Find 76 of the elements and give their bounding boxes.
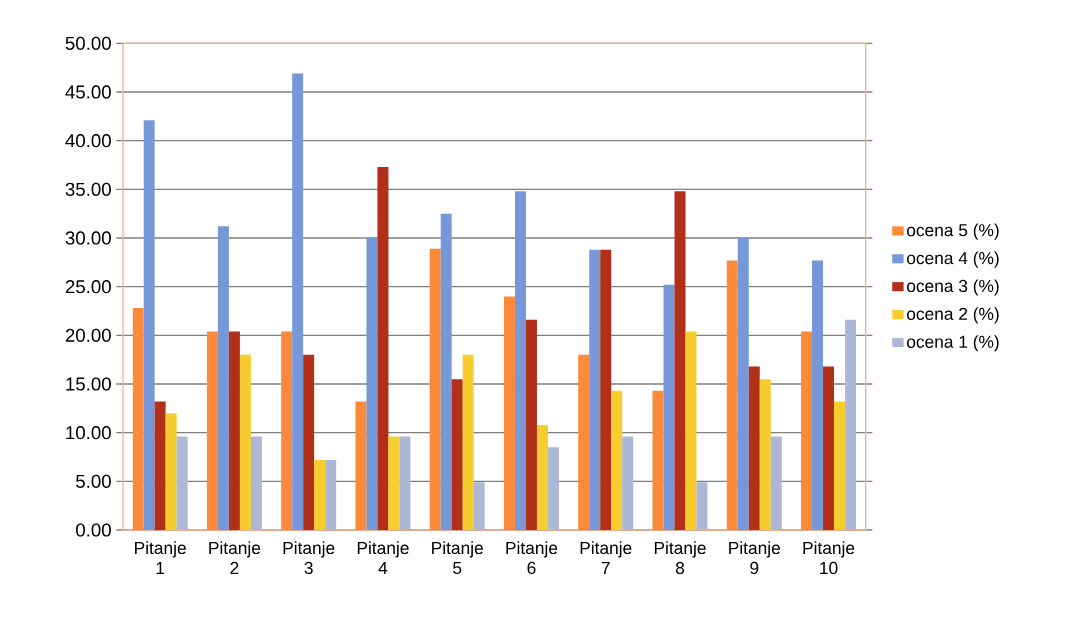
legend-label: ocena 5 (%) (906, 223, 999, 240)
bar (589, 249, 601, 530)
bar (696, 482, 708, 530)
y-tick-label: 30.00 (65, 231, 111, 245)
x-tick-label: Pitanje 8 (654, 541, 706, 575)
bar (451, 379, 463, 530)
bar (536, 424, 548, 530)
bar (429, 248, 441, 530)
bar (440, 213, 452, 530)
bar (281, 331, 293, 530)
y-tick-label: 10.00 (66, 426, 111, 440)
y-tick-label: 45.00 (65, 85, 111, 99)
bar (292, 73, 304, 530)
bar (663, 284, 675, 530)
bar (377, 166, 389, 530)
y-tick-label: 20.00 (65, 328, 111, 342)
bar (674, 191, 686, 530)
bar (325, 459, 337, 530)
bar (611, 390, 623, 530)
x-tick-label: Pitanje 2 (209, 541, 261, 574)
bar (473, 482, 485, 530)
bar (399, 436, 411, 530)
y-tick-label: 25.00 (65, 280, 111, 294)
bar (250, 436, 262, 530)
bar (759, 379, 771, 530)
y-tick-label: 5.00 (76, 474, 111, 488)
legend-label: ocena 4 (%) (906, 251, 999, 268)
bar (737, 238, 749, 530)
bar (388, 436, 400, 530)
bar (314, 459, 326, 530)
bar (834, 401, 846, 530)
x-tick-label: Pitanje 1 (135, 541, 186, 574)
bar (366, 238, 378, 530)
bar (685, 331, 697, 530)
bar (503, 296, 515, 530)
bar (217, 226, 229, 530)
bar (525, 319, 537, 530)
x-tick-label: Pitanje 4 (357, 541, 409, 574)
x-tick-label: Pitanje 3 (283, 541, 335, 575)
legend-label: ocena 3 (%) (906, 279, 999, 296)
bar (176, 436, 188, 530)
bar (770, 436, 782, 530)
legend-label: ocena 1 (%) (906, 335, 999, 352)
bar (143, 120, 155, 530)
bar (514, 191, 526, 530)
bar (652, 390, 664, 530)
bar (206, 331, 218, 530)
x-tick-label: Pitanje 7 (580, 541, 632, 574)
y-tick-label: 40.00 (65, 134, 111, 148)
bar (132, 308, 144, 530)
bar (547, 447, 559, 530)
bar (239, 354, 251, 530)
y-tick-label: 0.00 (76, 523, 111, 537)
x-tick-label: Pitanje 9 (729, 541, 780, 575)
x-tick-label: Pitanje 5 (432, 541, 483, 575)
bar (578, 354, 590, 530)
bar (228, 331, 240, 530)
legend-label: ocena 2 (%) (906, 307, 999, 324)
y-tick-label: 15.00 (66, 377, 111, 391)
bar (154, 401, 166, 530)
bar (462, 354, 474, 530)
bar (622, 436, 634, 530)
bar (600, 249, 612, 530)
bar (726, 260, 738, 530)
x-tick-label: Pitanje 10 (803, 541, 855, 575)
x-tick-label: Pitanje 6 (506, 541, 558, 575)
bar (748, 366, 760, 530)
bar (801, 331, 813, 530)
bar (303, 354, 315, 530)
bar (355, 401, 367, 530)
bar (845, 319, 857, 530)
bar (165, 413, 177, 530)
y-tick-label: 35.00 (65, 182, 111, 196)
bar (812, 260, 824, 530)
y-tick-label: 50.00 (65, 36, 111, 50)
bar (823, 366, 835, 530)
